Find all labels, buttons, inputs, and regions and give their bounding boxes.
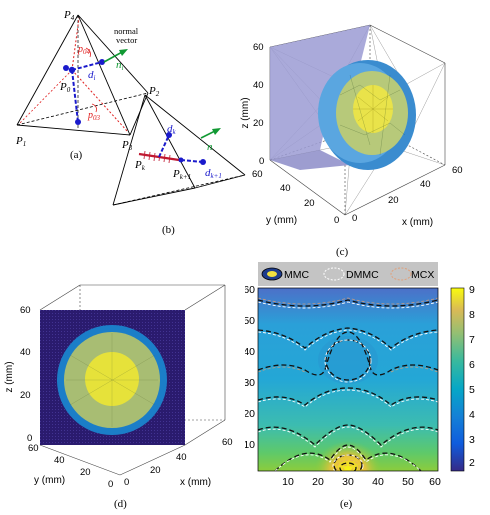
x-tick: 20 [150, 465, 161, 476]
label-dk-sub: k [173, 128, 177, 136]
y-tick: 50 [245, 315, 255, 327]
y-tick: 30 [245, 377, 255, 389]
z-tick: 60 [253, 42, 264, 53]
colorbar-tick: 2 [469, 457, 475, 469]
caption-c: (c) [336, 246, 349, 258]
dist-line [159, 135, 169, 157]
svg-text:P4: P4 [63, 9, 75, 22]
x-tick: 50 [402, 476, 414, 488]
point [200, 159, 206, 165]
label-n: n [207, 141, 213, 153]
x-tick: 20 [312, 476, 324, 488]
colorbar-tick: 9 [469, 284, 475, 296]
y-tick: 60 [28, 443, 39, 454]
y-axis-label: y (mm) [266, 215, 297, 226]
y-tick: 0 [334, 215, 339, 226]
legend-mmc: MMC [284, 269, 309, 281]
svg-text:Pk+1: Pk+1 [172, 168, 191, 181]
label-d-sub: i [94, 74, 96, 82]
y-tick: 20 [245, 408, 255, 420]
z-tick: 60 [20, 305, 31, 316]
label-p1-sub: 1 [23, 140, 27, 148]
colorbar [451, 288, 464, 471]
z-axis-label: z (mm) [240, 97, 251, 128]
caption-a: (a) [70, 149, 83, 161]
point [75, 119, 81, 125]
label-pk-sub: k [142, 164, 146, 172]
z-tick: 20 [253, 118, 264, 129]
colorbar-tick: 7 [469, 334, 475, 346]
colorbar-tick: 4 [469, 409, 475, 421]
point-p0 [69, 67, 75, 73]
y-axis-label: y (mm) [34, 475, 65, 486]
x-tick: 20 [388, 195, 399, 206]
label-p0-sub: 0 [67, 86, 71, 94]
colorbar-tick: 8 [469, 309, 475, 321]
z-tick: 40 [253, 80, 264, 91]
heatmap-field [258, 288, 438, 501]
label-pk1-sub: k+1 [180, 173, 191, 181]
y-tick: 10 [245, 439, 255, 451]
x-tick: 40 [372, 476, 384, 488]
normal-arrowhead [119, 49, 128, 56]
dist-line [72, 62, 102, 70]
label-dk1-sub: k+1 [211, 172, 222, 180]
y-tick: 40 [280, 183, 291, 194]
y-tick: 40 [245, 346, 255, 358]
z-tick: 20 [20, 390, 31, 401]
edge [113, 95, 145, 205]
dist-line [72, 70, 78, 122]
caption-e: (e) [340, 498, 353, 510]
x-tick: 10 [282, 476, 294, 488]
x-axis-label: x (mm) [180, 477, 211, 488]
dist-line [181, 160, 203, 162]
label-vec-p04-sub: 04 [83, 48, 91, 56]
caption-b: (b) [162, 224, 175, 236]
vector-p0-p1 [20, 70, 72, 123]
x-tick: 0 [352, 213, 357, 224]
y-tick: 20 [304, 198, 315, 209]
caption-d: (d) [114, 498, 127, 510]
y-tick: 60 [252, 169, 263, 180]
normal-vector-label-2: vector [116, 35, 137, 45]
panel-b: Pk Pk+1 dk dk+1 n (b) [95, 90, 255, 240]
svg-text:ni: ni [116, 59, 124, 72]
y-tick: 0 [108, 479, 113, 490]
svg-text:P1: P1 [15, 135, 26, 148]
z-tick: 0 [259, 156, 264, 167]
y-tick: 20 [80, 467, 91, 478]
svg-text:P0: P0 [59, 81, 71, 94]
x-tick: 60 [222, 437, 233, 448]
svg-text:p04: p04 [77, 44, 91, 56]
z-axis-label: z (mm) [4, 361, 15, 392]
point [179, 158, 184, 163]
x-tick: 40 [420, 179, 431, 190]
edge [145, 95, 245, 175]
panel-c: 60 40 20 0 60 40 20 0 0 20 40 60 z (mm) … [240, 5, 490, 260]
x-axis-label: x (mm) [402, 217, 433, 228]
svg-text:Pk: Pk [134, 159, 146, 172]
x-tick: 60 [452, 165, 463, 176]
svg-text:dk+1: dk+1 [205, 167, 222, 180]
colorbar-tick: 3 [469, 434, 475, 446]
z-tick: 40 [20, 347, 31, 358]
normal-arrowhead [212, 128, 221, 135]
y-tick: 40 [54, 455, 65, 466]
label-p4-sub: 4 [71, 14, 75, 22]
panel-e: MMC DMMC MCX [245, 260, 490, 515]
legend-mcx: MCX [411, 269, 434, 281]
x-tick: 30 [342, 476, 354, 488]
svg-text:dk: dk [167, 123, 177, 136]
colorbar-tick: 6 [469, 359, 475, 371]
colorbar-tick: 5 [469, 384, 475, 396]
legend-dmmc: DMMC [346, 269, 379, 281]
x-tick: 60 [429, 476, 441, 488]
y-tick: 60 [245, 284, 255, 296]
point [63, 65, 69, 71]
x-tick: 0 [124, 477, 129, 488]
x-tick: 40 [176, 452, 187, 463]
panel-d: 60 40 20 0 60 40 20 0 0 20 40 60 z (mm) … [0, 255, 250, 515]
label-n-sub: i [122, 64, 124, 72]
svg-text:di: di [88, 69, 96, 82]
